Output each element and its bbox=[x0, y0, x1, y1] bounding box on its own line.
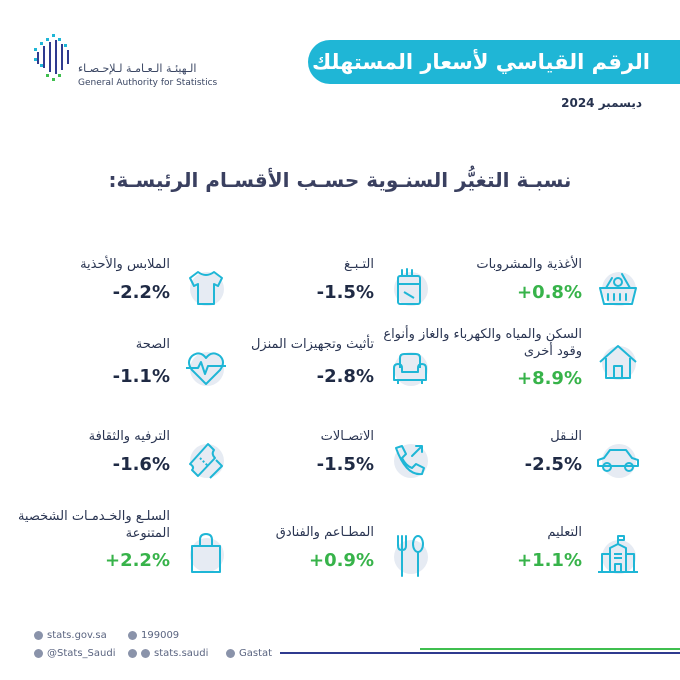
category-label: الأغذية والمشروبات bbox=[476, 257, 582, 272]
category-label: الصحة bbox=[135, 337, 170, 352]
category-card-tobacco: التـبـغ -1.5% bbox=[236, 256, 436, 328]
category-value: -1.5% bbox=[316, 454, 374, 475]
instagram-icon bbox=[128, 649, 137, 658]
phone-link[interactable]: 199009 bbox=[128, 630, 179, 641]
category-card-recreation: الترفيه والثقافة -1.6% bbox=[32, 428, 232, 500]
category-value: -1.6% bbox=[112, 454, 170, 475]
linkedin-link[interactable]: Gastat bbox=[226, 648, 272, 659]
gastat-logo: الـهيئـة الـعـامـة لـلإحـصـاء General Au… bbox=[32, 34, 217, 90]
category-label: الترفيه والثقافة bbox=[88, 429, 170, 444]
category-value: -1.5% bbox=[316, 282, 374, 303]
cigarette-pack-icon bbox=[384, 262, 436, 314]
category-value: -2.5% bbox=[524, 454, 582, 475]
logo-arabic-name: الـهيئـة الـعـامـة لـلإحـصـاء bbox=[78, 62, 197, 75]
category-label: النـقل bbox=[550, 429, 582, 444]
category-value: -1.1% bbox=[112, 366, 170, 387]
school-icon bbox=[592, 530, 644, 582]
linkedin-icon bbox=[226, 649, 235, 658]
category-label: الملابس والأحذية bbox=[80, 257, 170, 272]
footer-accent-line-blue bbox=[280, 652, 680, 654]
category-value: +2.2% bbox=[104, 550, 170, 571]
x-twitter-icon bbox=[34, 649, 43, 658]
category-label: التـبـغ bbox=[344, 257, 374, 272]
tshirt-icon bbox=[180, 262, 232, 314]
twitter-link[interactable]: @Stats_Saudi bbox=[34, 648, 115, 659]
category-card-transport: النـقل -2.5% bbox=[444, 428, 644, 500]
footer-accent-line-green bbox=[420, 648, 680, 650]
category-card-communication: الاتصـالات -1.5% bbox=[236, 428, 436, 500]
category-card-education: التعليم +1.1% bbox=[444, 524, 644, 596]
armchair-icon bbox=[384, 342, 436, 394]
ticket-icon bbox=[180, 434, 232, 486]
report-date: ديسمبر 2024 bbox=[561, 96, 642, 110]
category-value: +0.8% bbox=[516, 282, 582, 303]
category-value: +8.9% bbox=[516, 368, 582, 389]
website-link[interactable]: stats.gov.sa bbox=[34, 630, 107, 641]
phone-call-icon bbox=[384, 434, 436, 486]
logo-english-name: General Authority for Statistics bbox=[78, 78, 218, 88]
category-label: المطـاعم والفنادق bbox=[275, 525, 374, 540]
category-value: -2.8% bbox=[316, 366, 374, 387]
facebook-icon bbox=[141, 649, 150, 658]
category-label: السلـع والخـدمـات الشخصية المتنوعة bbox=[17, 509, 170, 541]
category-value: +0.9% bbox=[308, 550, 374, 571]
section-subtitle: نسبـة التغيُّر السنـوية حسـب الأقسـام ال… bbox=[108, 168, 572, 192]
category-card-personal-goods: السلـع والخـدمـات الشخصية المتنوعة +2.2% bbox=[18, 508, 232, 580]
phone-icon bbox=[128, 631, 137, 640]
category-value: +1.1% bbox=[516, 550, 582, 571]
food-basket-icon bbox=[592, 262, 644, 314]
title-banner: الرقم القياسي لأسعار المستهلك bbox=[308, 40, 680, 84]
category-label: الاتصـالات bbox=[320, 429, 374, 444]
gastat-logo-mark-icon bbox=[34, 34, 69, 81]
globe-icon bbox=[34, 631, 43, 640]
car-icon bbox=[592, 434, 644, 486]
category-card-clothing: الملابس والأحذية -2.2% bbox=[32, 256, 232, 328]
category-label: السكن والمياه والكهرباء والغاز وأنواع وق… bbox=[383, 327, 582, 359]
cutlery-icon bbox=[384, 530, 436, 582]
instagram-link[interactable]: stats.saudi bbox=[128, 648, 208, 659]
category-card-restaurants: المطـاعم والفنادق +0.9% bbox=[236, 524, 436, 596]
category-value: -2.2% bbox=[112, 282, 170, 303]
shopping-bag-icon bbox=[180, 528, 232, 580]
house-icon bbox=[592, 336, 644, 388]
category-card-furnishing: تأثيث وتجهيزات المنزل -2.8% bbox=[236, 336, 436, 408]
category-card-health: الصحة -1.1% bbox=[32, 336, 232, 408]
category-label: التعليم bbox=[547, 525, 582, 540]
category-label: تأثيث وتجهيزات المنزل bbox=[250, 337, 374, 352]
heart-pulse-icon bbox=[180, 342, 232, 394]
category-card-housing: السكن والمياه والكهرباء والغاز وأنواع وق… bbox=[383, 326, 644, 398]
category-card-food: الأغذية والمشروبات +0.8% bbox=[444, 256, 644, 328]
page-title: الرقم القياسي لأسعار المستهلك bbox=[311, 50, 650, 74]
